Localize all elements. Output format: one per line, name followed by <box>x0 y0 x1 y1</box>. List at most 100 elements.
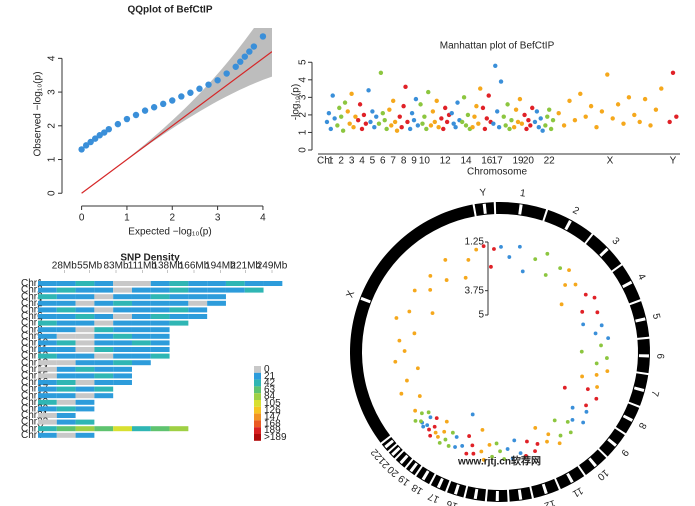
density-cell <box>38 294 57 300</box>
density-cell <box>56 432 76 438</box>
point <box>498 79 504 84</box>
y-tick-label: 0 <box>47 190 58 196</box>
centromere <box>633 386 645 392</box>
point <box>437 440 442 445</box>
density-cell <box>131 287 151 293</box>
point <box>412 288 417 293</box>
point <box>605 369 610 374</box>
point <box>433 430 438 435</box>
point <box>426 410 431 415</box>
density-cell <box>38 373 57 379</box>
chromosome-label: 11 <box>570 484 585 499</box>
density-cell <box>75 333 95 339</box>
point <box>169 97 176 104</box>
density-cell <box>56 347 76 352</box>
x-tick-label: 17 <box>492 156 504 167</box>
point <box>444 419 449 424</box>
point <box>502 457 507 461</box>
point <box>648 123 653 128</box>
point <box>407 309 412 314</box>
legend-label: 126 <box>264 405 281 416</box>
density-cell <box>75 386 95 392</box>
point <box>415 366 420 371</box>
point <box>476 121 481 126</box>
density-cell <box>75 287 95 293</box>
legend-label: 189 <box>264 425 281 436</box>
y-tick-label: 1 <box>298 129 309 135</box>
density-cell <box>75 307 95 313</box>
point <box>196 85 203 92</box>
x-tick-label: 3 <box>349 156 355 167</box>
point <box>413 96 419 102</box>
legend-swatch <box>254 434 261 441</box>
point <box>259 33 267 40</box>
point <box>461 95 467 100</box>
point <box>581 420 586 425</box>
row-label: Chr20 <box>21 404 49 415</box>
point <box>392 119 398 125</box>
point <box>511 124 517 130</box>
density-cell <box>56 360 76 366</box>
density-cell <box>75 393 95 399</box>
point <box>178 93 185 100</box>
point <box>465 112 471 118</box>
density-cell <box>94 333 114 339</box>
point <box>524 453 528 458</box>
point <box>583 114 588 119</box>
point <box>535 442 540 446</box>
point <box>415 123 421 128</box>
point <box>570 417 575 422</box>
density-cell <box>131 360 151 366</box>
point <box>101 129 108 136</box>
row-label: Chr1 <box>21 278 43 289</box>
density-cell <box>56 333 76 339</box>
point <box>232 63 239 70</box>
density-cell <box>94 426 114 432</box>
point <box>519 121 525 126</box>
point <box>557 441 562 446</box>
point <box>430 109 436 114</box>
point <box>493 63 498 68</box>
point <box>324 119 330 125</box>
density-cell <box>56 314 76 319</box>
x-tick-label: 4 <box>260 213 266 224</box>
legend-label: 21 <box>264 371 276 382</box>
density-cell <box>131 294 151 300</box>
legend-label: 0 <box>264 364 270 375</box>
point <box>480 427 485 432</box>
point <box>332 116 337 121</box>
point <box>454 435 459 439</box>
density-cell <box>38 360 57 366</box>
centromere <box>391 446 401 457</box>
density-cell <box>131 327 151 333</box>
density-cell <box>188 300 208 306</box>
point <box>424 126 429 132</box>
density-cell <box>94 294 114 300</box>
point <box>545 114 550 119</box>
centromere <box>566 472 574 484</box>
centromere <box>599 247 609 257</box>
density-cell <box>56 300 76 306</box>
centromere <box>517 489 523 500</box>
point <box>472 114 477 119</box>
point <box>342 100 348 105</box>
point <box>405 119 410 125</box>
density-cell <box>75 353 95 359</box>
y-tick-label: 4 <box>47 55 58 61</box>
centromere <box>421 470 430 481</box>
point <box>471 451 476 456</box>
point <box>499 244 503 249</box>
x-tick-label: 28Mb <box>52 261 77 272</box>
point <box>556 110 561 116</box>
point <box>524 126 529 132</box>
point <box>439 116 444 121</box>
x-tick-label: 12 <box>440 156 452 167</box>
density-cell <box>94 353 114 359</box>
density-cell <box>75 314 95 319</box>
density-cell <box>150 353 170 359</box>
point <box>160 100 167 108</box>
row-label: Chr7 <box>21 318 43 329</box>
density-cell <box>150 314 170 319</box>
point <box>397 114 402 119</box>
density-cell <box>131 426 151 432</box>
